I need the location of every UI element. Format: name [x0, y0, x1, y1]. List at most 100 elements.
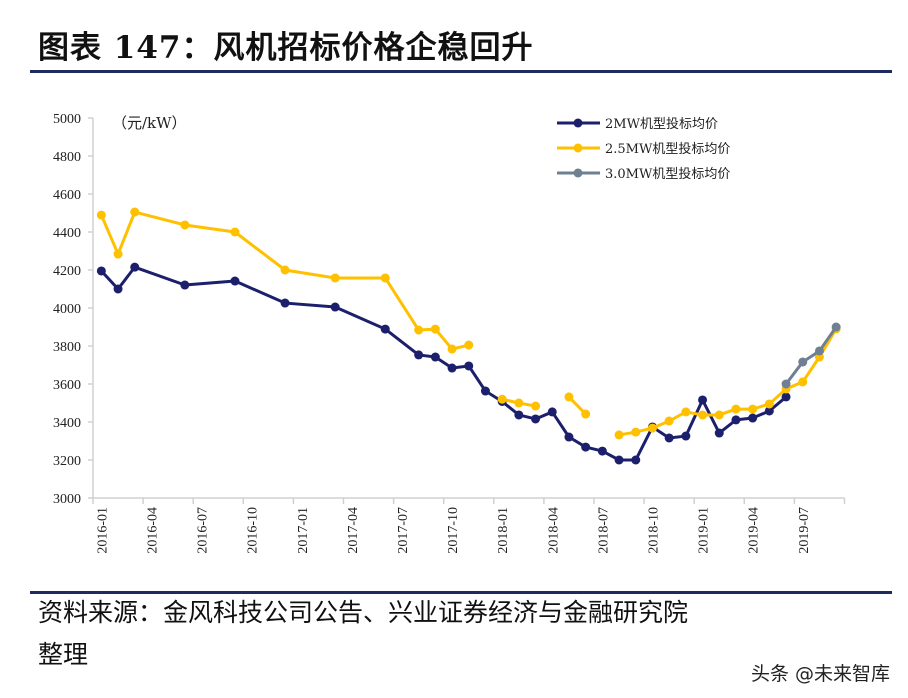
x-tick-label: 2019-07	[797, 507, 812, 554]
x-tick-label: 2019-04	[747, 507, 762, 554]
x-tick-label: 2019-01	[697, 507, 712, 554]
legend-marker	[573, 168, 583, 178]
y-tick-label: 3200	[53, 454, 81, 469]
legend-marker	[573, 118, 583, 128]
data-point	[647, 423, 657, 433]
data-point	[130, 207, 140, 217]
data-point	[180, 280, 190, 290]
legend-item: 2MW机型投标均价	[557, 116, 718, 132]
data-point	[547, 407, 557, 417]
data-point	[480, 386, 490, 396]
unit-label: （元/kW）	[112, 114, 187, 132]
data-point	[280, 265, 290, 275]
data-point	[597, 446, 607, 456]
y-tick-label: 3400	[53, 416, 81, 431]
source-line-1: 资料来源：金风科技公司公告、兴业证券经济与金融研究院	[38, 598, 689, 627]
legend: 2MW机型投标均价 2.5MW机型投标均价 3.0MW机型投标均价	[557, 116, 730, 182]
x-tick-label: 2018-01	[496, 507, 511, 554]
x-tick-label: 2017-10	[446, 507, 461, 554]
legend-label: 2.5MW机型投标均价	[605, 141, 730, 157]
data-point	[230, 227, 240, 237]
data-point	[113, 284, 123, 294]
data-point	[664, 433, 674, 443]
data-point	[464, 361, 474, 371]
data-point	[681, 407, 691, 417]
data-point	[380, 273, 390, 283]
data-point	[581, 442, 591, 452]
y-tick-label: 3600	[53, 378, 81, 393]
y-tick-label: 5000	[53, 112, 81, 127]
data-point	[531, 401, 541, 411]
data-point	[280, 298, 290, 308]
data-point	[748, 413, 758, 423]
series-lines	[96, 207, 841, 465]
data-point	[731, 415, 741, 425]
data-point	[447, 344, 457, 354]
x-tick-label: 2018-07	[596, 507, 611, 554]
data-point	[180, 220, 190, 230]
data-point	[230, 276, 240, 286]
data-point	[731, 404, 741, 414]
data-point	[380, 324, 390, 334]
legend-label: 3.0MW机型投标均价	[605, 166, 730, 182]
data-point	[714, 428, 724, 438]
legend-item: 2.5MW机型投标均价	[557, 141, 730, 157]
data-point	[330, 273, 340, 283]
series-line	[100, 265, 788, 462]
data-point	[430, 324, 440, 334]
x-tick-label: 2017-04	[346, 507, 361, 554]
source-line-2: 整理	[38, 640, 89, 669]
x-tick-label: 2016-04	[145, 507, 160, 554]
data-point	[96, 266, 106, 276]
data-point	[430, 352, 440, 362]
data-point	[130, 262, 140, 272]
data-point	[831, 322, 841, 332]
data-point	[564, 392, 574, 402]
series-line	[784, 326, 838, 385]
data-point	[96, 210, 106, 220]
data-point	[664, 416, 674, 426]
watermark: 头条 @未来智库	[750, 663, 890, 685]
y-tick-label: 4600	[53, 188, 81, 203]
data-point	[764, 399, 774, 409]
data-point	[781, 379, 791, 389]
data-point	[514, 398, 524, 408]
x-tick-label: 2016-10	[246, 507, 261, 554]
data-point	[414, 350, 424, 360]
footer-rule	[30, 591, 892, 594]
series-2	[781, 322, 841, 389]
data-point	[698, 410, 708, 420]
y-tick-label: 3800	[53, 340, 81, 355]
data-point	[698, 395, 708, 405]
data-point	[781, 392, 791, 402]
series-0	[96, 262, 791, 465]
data-point	[798, 357, 808, 367]
data-point	[814, 346, 824, 356]
data-point	[614, 455, 624, 465]
y-tick-label: 4200	[53, 264, 81, 279]
x-tick-label: 2016-01	[95, 507, 110, 554]
data-point	[531, 414, 541, 424]
axes: 3000 3200 3400 3600 3800 4000 4200 4400 4600 4800…	[53, 112, 846, 554]
page-title: 图表 147：风机招标价格企稳回升	[38, 30, 534, 66]
data-point	[631, 455, 641, 465]
data-point	[514, 410, 524, 420]
x-tick-label: 2018-04	[546, 507, 561, 554]
data-point	[113, 249, 123, 259]
legend-marker	[573, 143, 583, 153]
y-tick-label: 4800	[53, 150, 81, 165]
y-tick-label: 4400	[53, 226, 81, 241]
data-point	[748, 404, 758, 414]
y-tick-label: 3000	[53, 492, 81, 507]
title-rule	[30, 70, 892, 73]
x-tick-label: 2016-07	[196, 507, 211, 554]
data-point	[798, 377, 808, 387]
legend-item: 3.0MW机型投标均价	[557, 166, 730, 182]
data-point	[581, 409, 591, 419]
data-point	[631, 427, 641, 437]
x-tick-label: 2017-07	[396, 507, 411, 554]
data-point	[447, 363, 457, 373]
data-point	[464, 340, 474, 350]
source-note: 资料来源：金风科技公司公告、兴业证券经济与金融研究院 整理	[38, 592, 888, 676]
